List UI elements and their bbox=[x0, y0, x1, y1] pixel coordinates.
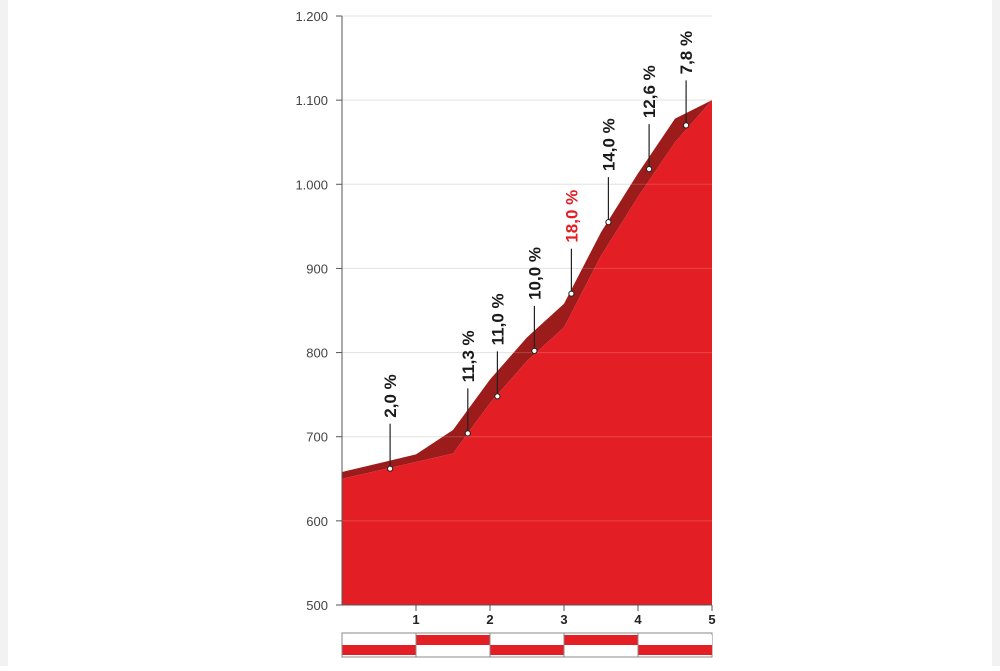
km-bar-segment-top bbox=[416, 635, 490, 645]
right-margin bbox=[992, 0, 1000, 666]
gradient-band bbox=[342, 100, 712, 479]
gradient-point bbox=[605, 219, 612, 226]
max-gradient-label: 18,0 % bbox=[562, 190, 581, 243]
y-tick-label: 600 bbox=[306, 514, 328, 529]
gradient-label: 14,0 % bbox=[599, 118, 618, 171]
gradient-label: 11,0 % bbox=[488, 293, 507, 345]
gradient-point bbox=[683, 122, 690, 129]
y-tick-label: 1.000 bbox=[295, 177, 328, 192]
km-bar-segment-bottom bbox=[638, 645, 712, 655]
gradient-label: 11,3 % bbox=[459, 330, 478, 382]
km-bar-segment-bottom bbox=[564, 645, 638, 655]
x-tick-label: 5 bbox=[708, 612, 715, 627]
y-tick-label: 800 bbox=[306, 346, 328, 361]
x-tick-label: 4 bbox=[634, 612, 642, 627]
y-tick-label: 1.100 bbox=[295, 93, 328, 108]
km-bar-segment-top bbox=[638, 635, 712, 645]
gradient-label: 2,0 % bbox=[381, 374, 400, 417]
gradient-point bbox=[531, 347, 538, 354]
km-bar-segment-top bbox=[342, 635, 416, 645]
y-tick-label: 1.200 bbox=[295, 9, 328, 24]
gradient-label: 12,6 % bbox=[640, 65, 659, 118]
gradient-point bbox=[464, 430, 471, 437]
x-tick-label: 1 bbox=[412, 612, 419, 627]
km-bar-segment-top bbox=[490, 635, 564, 645]
km-bar-segment-bottom bbox=[342, 645, 416, 655]
gradient-point bbox=[387, 465, 394, 472]
gradient-point bbox=[646, 166, 653, 173]
y-tick-label: 500 bbox=[306, 598, 328, 613]
y-tick-label: 700 bbox=[306, 430, 328, 445]
left-margin bbox=[0, 0, 8, 666]
x-tick-label: 3 bbox=[560, 612, 567, 627]
km-bar-segment-bottom bbox=[416, 645, 490, 655]
km-bar-segment-top bbox=[564, 635, 638, 645]
gradient-point bbox=[494, 393, 501, 400]
gradient-label: 7,8 % bbox=[677, 31, 696, 74]
x-tick-label: 2 bbox=[486, 612, 493, 627]
gradient-point bbox=[568, 290, 575, 297]
elevation-profile-area bbox=[342, 100, 712, 606]
y-tick-label: 900 bbox=[306, 261, 328, 276]
gradient-label: 10,0 % bbox=[525, 247, 544, 300]
km-bar-segment-bottom bbox=[490, 645, 564, 655]
